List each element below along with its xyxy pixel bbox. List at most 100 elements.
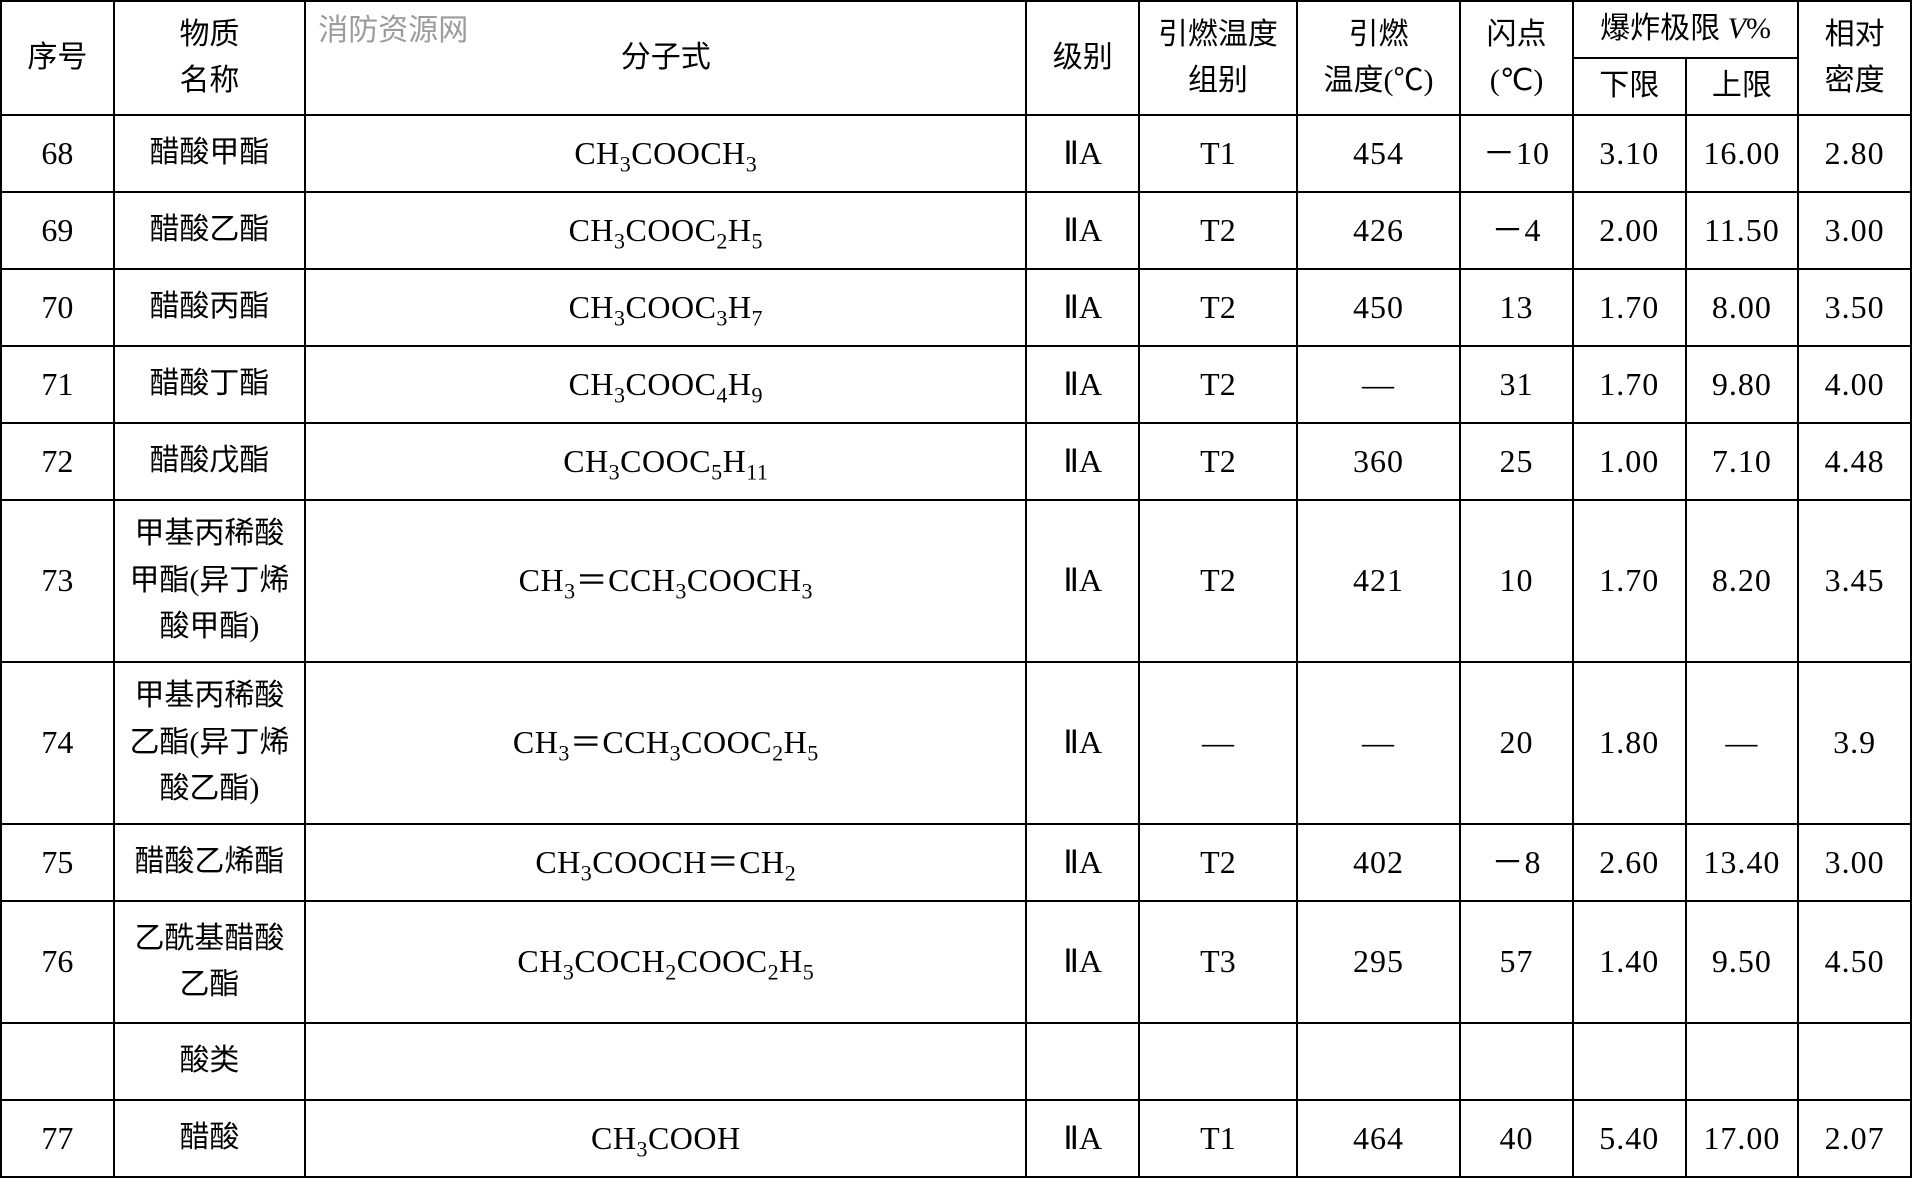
cell-class: ⅡA [1026,269,1139,346]
cell-flash: 13 [1460,269,1573,346]
cell-flash: －10 [1460,115,1573,192]
cell-tgroup: T2 [1139,423,1297,500]
cell-class: ⅡA [1026,662,1139,824]
cell-lel: 1.00 [1573,423,1686,500]
cell-uel: 8.00 [1686,269,1799,346]
cell-seq: 69 [1,192,114,269]
cell-name: 甲基丙稀酸乙酯(异丁烯酸乙酯) [114,662,306,824]
cell-formula [305,1023,1026,1100]
cell-density: 4.00 [1798,346,1911,423]
cell-uel: 11.50 [1686,192,1799,269]
cell-name: 醋酸戊酯 [114,423,306,500]
substance-properties-table: 序号 物质名称 消防资源网 分子式 级别 引燃温度组别 引燃温度(℃) 闪点(℃… [0,0,1912,1178]
header-lel: 下限 [1573,58,1686,115]
table-row: 68醋酸甲酯CH3COOCH3ⅡAT1454－103.1016.002.80 [1,115,1911,192]
table-row: 69醋酸乙酯CH3COOC2H5ⅡAT2426－42.0011.503.00 [1,192,1911,269]
cell-class: ⅡA [1026,423,1139,500]
cell-density: 4.48 [1798,423,1911,500]
cell-igntemp [1297,1023,1460,1100]
table-header: 序号 物质名称 消防资源网 分子式 级别 引燃温度组别 引燃温度(℃) 闪点(℃… [1,1,1911,115]
table-row: 73甲基丙稀酸甲酯(异丁烯酸甲酯)CH3＝CCH3COOCH3ⅡAT242110… [1,500,1911,662]
header-class: 级别 [1026,1,1139,115]
cell-flash: 40 [1460,1100,1573,1177]
cell-density: 2.80 [1798,115,1911,192]
header-uel: 上限 [1686,58,1799,115]
header-igntemp: 引燃温度(℃) [1297,1,1460,115]
cell-uel: 9.80 [1686,346,1799,423]
cell-flash: －8 [1460,824,1573,901]
cell-name: 甲基丙稀酸甲酯(异丁烯酸甲酯) [114,500,306,662]
table-body: 68醋酸甲酯CH3COOCH3ⅡAT1454－103.1016.002.8069… [1,115,1911,1177]
cell-seq: 73 [1,500,114,662]
cell-igntemp: — [1297,346,1460,423]
cell-class: ⅡA [1026,500,1139,662]
cell-igntemp: 454 [1297,115,1460,192]
table-row: 71醋酸丁酯CH3COOC4H9ⅡAT2—311.709.804.00 [1,346,1911,423]
cell-tgroup: T3 [1139,901,1297,1023]
cell-lel: 2.00 [1573,192,1686,269]
cell-seq: 72 [1,423,114,500]
cell-flash: 57 [1460,901,1573,1023]
cell-density: 2.07 [1798,1100,1911,1177]
table-row: 72醋酸戊酯CH3COOC5H11ⅡAT2360251.007.104.48 [1,423,1911,500]
cell-formula: CH3COOCH＝CH2 [305,824,1026,901]
cell-name: 醋酸乙酯 [114,192,306,269]
cell-class [1026,1023,1139,1100]
cell-seq: 75 [1,824,114,901]
cell-name: 醋酸丁酯 [114,346,306,423]
cell-class: ⅡA [1026,192,1139,269]
cell-name: 醋酸 [114,1100,306,1177]
cell-formula: CH3COOCH3 [305,115,1026,192]
cell-tgroup: T2 [1139,192,1297,269]
table-row: 75醋酸乙烯酯CH3COOCH＝CH2ⅡAT2402－82.6013.403.0… [1,824,1911,901]
cell-flash: 31 [1460,346,1573,423]
cell-tgroup: T2 [1139,824,1297,901]
header-flash: 闪点(℃) [1460,1,1573,115]
cell-uel: 7.10 [1686,423,1799,500]
cell-class: ⅡA [1026,1100,1139,1177]
cell-tgroup: T2 [1139,269,1297,346]
cell-flash: －4 [1460,192,1573,269]
cell-igntemp: 360 [1297,423,1460,500]
cell-flash: 25 [1460,423,1573,500]
table-row: 76乙酰基醋酸乙酯CH3COCH2COOC2H5ⅡAT3295571.409.5… [1,901,1911,1023]
cell-uel: 17.00 [1686,1100,1799,1177]
cell-lel: 1.40 [1573,901,1686,1023]
cell-tgroup: T1 [1139,115,1297,192]
cell-seq: 77 [1,1100,114,1177]
cell-formula: CH3COOH [305,1100,1026,1177]
cell-tgroup [1139,1023,1297,1100]
cell-name: 醋酸丙酯 [114,269,306,346]
cell-class: ⅡA [1026,115,1139,192]
cell-class: ⅡA [1026,346,1139,423]
cell-igntemp: 426 [1297,192,1460,269]
cell-igntemp: 450 [1297,269,1460,346]
cell-lel: 1.70 [1573,346,1686,423]
cell-seq: 74 [1,662,114,824]
watermark-text: 消防资源网 [318,8,468,55]
cell-tgroup: T2 [1139,346,1297,423]
table-row: 74甲基丙稀酸乙酯(异丁烯酸乙酯)CH3＝CCH3COOC2H5ⅡA——201.… [1,662,1911,824]
cell-lel: 1.70 [1573,269,1686,346]
cell-flash [1460,1023,1573,1100]
cell-flash: 10 [1460,500,1573,662]
cell-name: 醋酸乙烯酯 [114,824,306,901]
cell-lel: 3.10 [1573,115,1686,192]
cell-seq: 70 [1,269,114,346]
cell-seq: 76 [1,901,114,1023]
cell-uel [1686,1023,1799,1100]
cell-formula: CH3＝CCH3COOC2H5 [305,662,1026,824]
cell-flash: 20 [1460,662,1573,824]
cell-seq: 68 [1,115,114,192]
cell-formula: CH3＝CCH3COOCH3 [305,500,1026,662]
cell-density [1798,1023,1911,1100]
cell-igntemp: 295 [1297,901,1460,1023]
cell-formula: CH3COOC3H7 [305,269,1026,346]
cell-density: 3.00 [1798,824,1911,901]
cell-name: 醋酸甲酯 [114,115,306,192]
cell-formula: CH3COOC5H11 [305,423,1026,500]
cell-uel: 9.50 [1686,901,1799,1023]
cell-uel: 16.00 [1686,115,1799,192]
cell-formula: CH3COOC2H5 [305,192,1026,269]
header-name: 物质名称 [114,1,306,115]
